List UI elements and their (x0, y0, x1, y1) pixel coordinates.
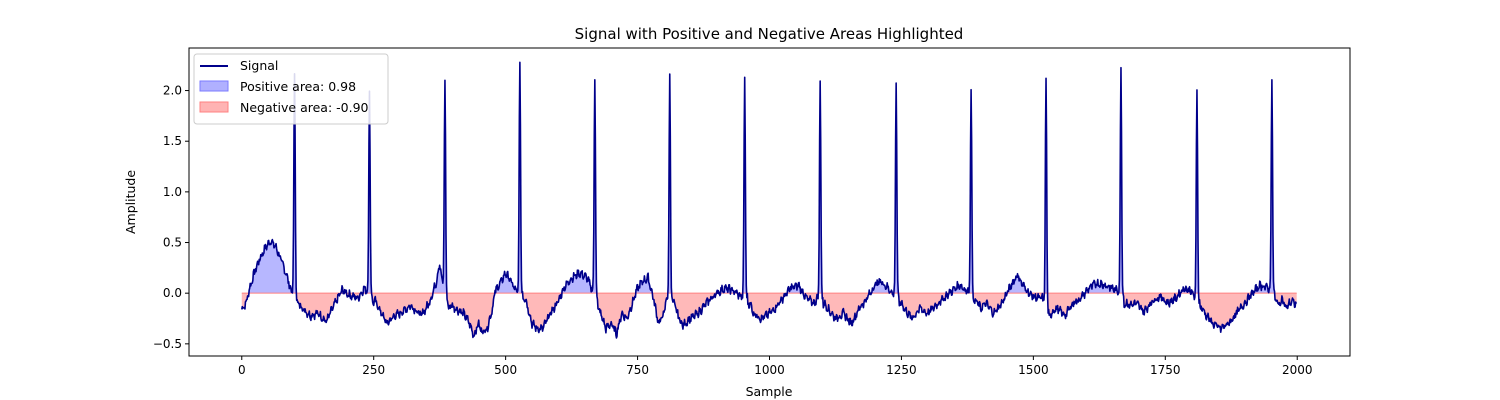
y-tick-label: −0.5 (153, 337, 182, 351)
x-axis: 0 250 500 750 1000 1250 1500 1750 2000 (238, 356, 1313, 377)
x-tick-label: 750 (626, 363, 649, 377)
x-tick-label: 1250 (886, 363, 917, 377)
y-tick-label: 1.5 (163, 134, 182, 148)
x-tick-label: 1000 (754, 363, 785, 377)
chart-title: Signal with Positive and Negative Areas … (575, 25, 964, 43)
y-tick-label: 0.5 (163, 236, 182, 250)
legend-signal-label: Signal (240, 58, 278, 73)
legend-negative-label: Negative area: -0.90 (240, 100, 369, 115)
legend-positive-label: Positive area: 0.98 (240, 79, 356, 94)
y-tick-label: 2.0 (163, 84, 182, 98)
signal-line (240, 61, 1298, 339)
x-tick-label: 250 (362, 363, 385, 377)
legend-negative-swatch (199, 101, 229, 113)
negative-area-fill (241, 293, 1297, 338)
legend: Signal Positive area: 0.98 Negative area… (193, 53, 389, 125)
x-axis-label: Sample (746, 384, 793, 399)
plot-area (240, 61, 1298, 339)
legend-positive-swatch (199, 80, 229, 92)
x-tick-label: 500 (494, 363, 517, 377)
legend-box (193, 53, 389, 125)
x-tick-label: 1500 (1018, 363, 1049, 377)
x-tick-label: 1750 (1150, 363, 1181, 377)
x-tick-label: 2000 (1282, 363, 1313, 377)
y-axis: −0.5 0.0 0.5 1.0 1.5 2.0 (153, 84, 189, 351)
y-tick-label: 0.0 (163, 286, 182, 300)
y-tick-label: 1.0 (163, 185, 182, 199)
y-axis-label: Amplitude (123, 170, 138, 234)
x-tick-label: 0 (238, 363, 246, 377)
